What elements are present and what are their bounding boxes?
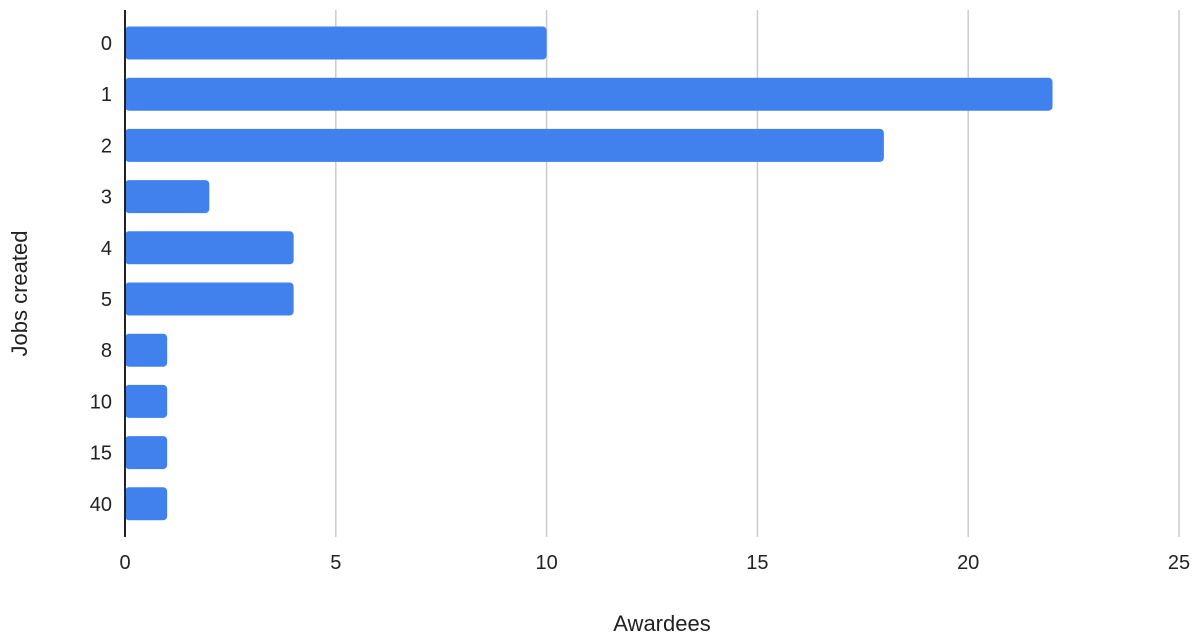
- bar-4: [125, 231, 294, 265]
- y-tick-label: 8: [101, 340, 112, 362]
- bar-40: [125, 487, 168, 521]
- y-tick-label: 0: [101, 33, 112, 55]
- y-tick-label: 4: [101, 238, 112, 260]
- bar-0: [125, 26, 547, 60]
- y-tick-label: 3: [101, 187, 112, 209]
- y-axis-title: Jobs created: [7, 231, 32, 357]
- x-axis-title: Awardees: [613, 611, 710, 635]
- bars: [125, 26, 1053, 521]
- bar-3: [125, 180, 210, 214]
- x-tick-label: 10: [535, 552, 557, 574]
- bar-8: [125, 333, 168, 367]
- y-tick-label: 15: [90, 443, 112, 465]
- x-tick-label: 20: [957, 552, 979, 574]
- y-tick-labels: 0 1 2 3 4 5 8 10 15 40: [90, 33, 112, 516]
- bar-5: [125, 282, 294, 316]
- y-tick-label: 5: [101, 289, 112, 311]
- y-tick-label: 10: [90, 391, 112, 413]
- y-tick-label: 1: [101, 84, 112, 106]
- bar-10: [125, 384, 168, 418]
- bar-2: [125, 128, 884, 162]
- x-tick-label: 0: [119, 552, 130, 574]
- y-tick-label: 40: [90, 494, 112, 516]
- x-tick-labels: 0 5 10 15 20 25: [119, 552, 1190, 574]
- y-tick-label: 2: [101, 135, 112, 157]
- bar-15: [125, 436, 168, 470]
- x-tick-label: 25: [1168, 552, 1190, 574]
- x-tick-label: 15: [746, 552, 768, 574]
- x-tick-label: 5: [330, 552, 341, 574]
- bar-1: [125, 77, 1053, 111]
